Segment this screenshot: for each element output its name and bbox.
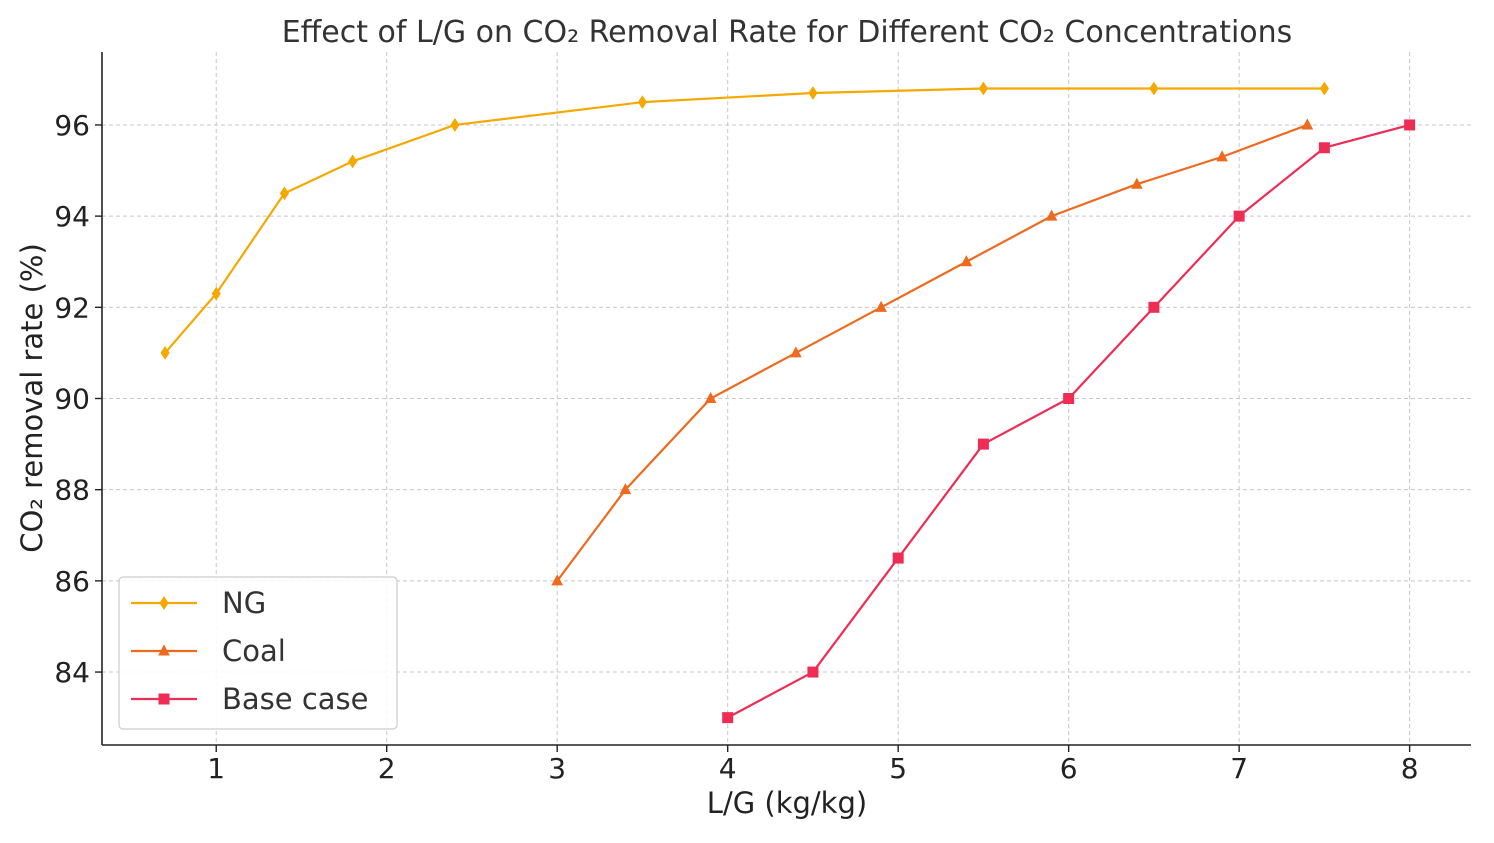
x-tick-label: 3 xyxy=(548,752,566,785)
data-point-coal xyxy=(1131,177,1143,189)
data-point-coal xyxy=(619,483,632,495)
legend-item-coal: Coal xyxy=(131,634,286,668)
y-tick-label: 92 xyxy=(54,291,90,324)
data-point-coal xyxy=(875,300,887,312)
series-layer xyxy=(160,81,1416,724)
data-point-base-case xyxy=(807,666,819,678)
data-point-base-case xyxy=(1318,142,1330,154)
data-point-ng xyxy=(160,346,170,360)
legend-item-ng: NG xyxy=(131,586,266,620)
y-tick-label: 88 xyxy=(54,474,90,507)
data-point-ng xyxy=(808,86,818,100)
x-axis-label: L/G (kg/kg) xyxy=(707,786,867,820)
series-line-coal xyxy=(556,123,1308,582)
data-point-coal xyxy=(790,346,802,358)
data-point-coal xyxy=(960,255,973,267)
data-point-base-case xyxy=(722,712,734,724)
x-tick-label: 1 xyxy=(207,752,225,785)
axes: 1 2 3 4 5 6 7 8 84 86 88 90 92 94 96 xyxy=(54,52,1471,785)
data-point-ng xyxy=(1319,81,1329,96)
legend-marker-coal xyxy=(158,644,170,656)
data-point-base-case xyxy=(1148,301,1160,313)
legend-item-base-case: Base case xyxy=(131,682,369,716)
chart-title: Effect of L/G on CO₂ Removal Rate for Di… xyxy=(282,15,1293,50)
legend-label-base-case: Base case xyxy=(222,682,369,716)
x-tick-label: 7 xyxy=(1230,752,1248,785)
data-point-coal xyxy=(1216,150,1228,162)
x-tick-label: 2 xyxy=(378,752,396,785)
legend-label-coal: Coal xyxy=(222,634,286,668)
data-point-ng xyxy=(978,81,989,96)
data-point-ng xyxy=(211,286,221,301)
data-point-base-case xyxy=(892,552,904,564)
series-coal xyxy=(551,118,1314,586)
x-tick-label: 5 xyxy=(889,752,907,785)
data-point-coal xyxy=(1045,209,1058,221)
data-point-coal xyxy=(551,574,564,586)
series-ng xyxy=(160,81,1329,360)
data-point-base-case xyxy=(1233,210,1245,222)
x-tick-label: 4 xyxy=(719,752,737,785)
data-point-ng xyxy=(348,154,358,169)
x-tick-label: 6 xyxy=(1060,752,1078,785)
y-tick-label: 84 xyxy=(54,656,90,689)
legend-box xyxy=(118,576,398,730)
x-tick-label: 8 xyxy=(1401,752,1419,785)
legend-marker-base-case xyxy=(158,693,170,705)
data-point-ng xyxy=(450,118,460,132)
data-point-ng xyxy=(279,186,290,201)
y-tick-label: 86 xyxy=(54,565,90,598)
data-point-base-case xyxy=(1063,393,1075,404)
data-point-base-case xyxy=(977,438,989,450)
y-tick-label: 94 xyxy=(54,200,90,233)
series-line-ng xyxy=(164,87,1325,354)
data-point-coal xyxy=(704,391,717,403)
y-tick-label: 96 xyxy=(54,109,90,142)
data-point-coal xyxy=(1301,118,1314,130)
data-point-ng xyxy=(1149,81,1159,96)
data-point-ng xyxy=(637,95,648,110)
series-base-case xyxy=(722,119,1416,724)
legend-label-ng: NG xyxy=(222,586,266,620)
data-point-base-case xyxy=(1404,119,1416,131)
y-axis-label: CO₂ removal rate (%) xyxy=(15,243,49,553)
legend-marker-ng xyxy=(159,596,169,610)
y-tick-label: 90 xyxy=(54,383,90,416)
legend: NG Coal Base case xyxy=(118,576,398,730)
